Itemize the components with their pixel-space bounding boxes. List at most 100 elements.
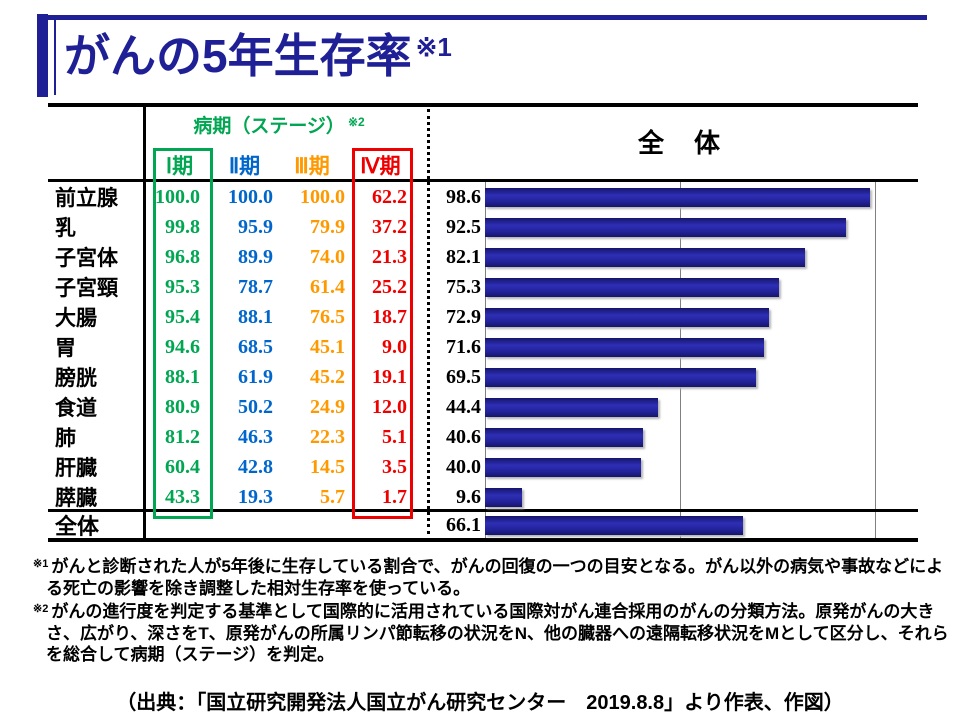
stage1-value: 99.8 — [165, 215, 200, 238]
total-separator-line — [48, 509, 918, 512]
overall-bar — [485, 187, 870, 207]
dotted-divider — [427, 109, 430, 534]
footnote-1: ※1 がんと診断された人が5年後に生存している割合で、がんの回復の一つの目安となる… — [33, 556, 951, 599]
stage3-header: Ⅲ期 — [294, 155, 330, 178]
stage4-highlight-box — [352, 148, 413, 519]
row-label: 肺 — [55, 427, 76, 450]
stage3-value: 22.3 — [310, 425, 345, 448]
stage4-header: Ⅳ期 — [360, 155, 401, 178]
survival-table: 病期（ステージ） ※2 全 体 Ⅰ期 Ⅱ期 Ⅲ期 Ⅳ期 前立腺 100.0 100… — [48, 103, 918, 542]
footnote-1-marker: ※1 — [33, 558, 49, 570]
stage4-value: 1.7 — [382, 485, 407, 508]
stage1-value: 60.4 — [165, 455, 200, 478]
overall-value: 40.6 — [446, 425, 481, 448]
overall-bar — [485, 307, 770, 327]
footnote-2: ※2 がんの進行度を判定する基準として国際的に活用されている国際対がん連合採用のが… — [33, 601, 951, 666]
gridline-0 — [485, 179, 486, 538]
row-label: 胃 — [55, 337, 76, 360]
table-row: 大腸 95.4 88.1 76.5 18.7 72.9 — [48, 302, 918, 332]
row-label: 子宮体 — [55, 247, 118, 270]
stage-group-note: ※2 — [347, 115, 365, 129]
header-underline — [48, 179, 918, 182]
overall-value: 82.1 — [446, 245, 481, 268]
bar-track — [485, 427, 875, 447]
bar-track — [485, 487, 875, 507]
bar-track — [485, 307, 875, 327]
bar-track — [485, 217, 875, 237]
overall-header: 全 体 — [637, 128, 722, 158]
bar-track — [485, 457, 875, 477]
overall-value: 40.0 — [446, 455, 481, 478]
stage1-value: 43.3 — [165, 485, 200, 508]
stage2-value: 78.7 — [238, 275, 273, 298]
overall-bar — [485, 367, 757, 387]
row-label: 前立腺 — [55, 187, 118, 210]
title-top-rule — [48, 15, 927, 20]
total-row-label: 全体 — [55, 514, 100, 539]
overall-value: 44.4 — [446, 395, 481, 418]
stage3-value: 45.2 — [310, 365, 345, 388]
bar-track — [485, 397, 875, 417]
gridline-100 — [875, 179, 876, 538]
overall-value: 69.5 — [446, 365, 481, 388]
stage3-value: 61.4 — [310, 275, 345, 298]
overall-value: 71.6 — [446, 335, 481, 358]
stage1-header: Ⅰ期 — [165, 155, 194, 178]
table-row: 肺 81.2 46.3 22.3 5.1 40.6 — [48, 422, 918, 452]
stage1-value: 95.4 — [165, 305, 200, 328]
stage3-value: 45.1 — [310, 335, 345, 358]
stage3-value: 100.0 — [300, 185, 345, 208]
table-row: 乳 99.8 95.9 79.9 37.2 92.5 — [48, 212, 918, 242]
page-title: がんの5年生存率 ※1 — [64, 20, 452, 86]
overall-bar — [485, 427, 644, 447]
stage2-value: 19.3 — [238, 485, 273, 508]
table-row: 食道 80.9 50.2 24.9 12.0 44.4 — [48, 392, 918, 422]
overall-value: 75.3 — [446, 275, 481, 298]
total-overall-bar — [485, 515, 743, 535]
stage1-value: 80.9 — [165, 395, 200, 418]
bar-track — [485, 337, 875, 357]
stage4-value: 21.3 — [372, 245, 407, 268]
overall-bar — [485, 487, 523, 507]
stage4-value: 9.0 — [382, 335, 407, 358]
stage-group-header: 病期（ステージ） ※2 — [146, 111, 412, 138]
stage3-value: 74.0 — [310, 245, 345, 268]
row-label: 大腸 — [55, 307, 97, 330]
stage4-value: 3.5 — [382, 455, 407, 478]
table-row: 肝臓 60.4 42.8 14.5 3.5 40.0 — [48, 452, 918, 482]
stage3-value: 24.9 — [310, 395, 345, 418]
row-label: 乳 — [55, 217, 76, 240]
total-row: 全体 66.1 — [48, 512, 918, 539]
row-label: 膵臓 — [55, 487, 97, 510]
overall-value: 92.5 — [446, 215, 481, 238]
table-row: 子宮頸 95.3 78.7 61.4 25.2 75.3 — [48, 272, 918, 302]
overall-bar — [485, 337, 765, 357]
stage4-value: 19.1 — [372, 365, 407, 388]
stage1-value: 88.1 — [165, 365, 200, 388]
footnote-1-text: がんと診断された人が5年後に生存している割合で、がんの回復の一つの目安となる。が… — [46, 557, 944, 598]
footnote-2-text: がんの進行度を判定する基準として国際的に活用されている国際対がん連合採用のがんの… — [46, 602, 949, 665]
table-rows: 前立腺 100.0 100.0 100.0 62.2 98.6 乳 99.8 9… — [48, 182, 918, 512]
table-row: 膀胱 88.1 61.9 45.2 19.1 69.5 — [48, 362, 918, 392]
stage3-value: 14.5 — [310, 455, 345, 478]
stage2-value: 95.9 — [238, 215, 273, 238]
overall-bar — [485, 457, 641, 477]
table-row: 膵臓 43.3 19.3 5.7 1.7 9.6 — [48, 482, 918, 512]
row-label: 膀胱 — [55, 367, 97, 390]
stage1-value: 96.8 — [165, 245, 200, 268]
source-citation: （出典：「国立研究開発法人国立がん研究センター 2019.8.8」より作表、作図… — [116, 692, 844, 714]
bar-track — [485, 515, 875, 535]
row-label: 食道 — [55, 397, 97, 420]
stage4-value: 5.1 — [382, 425, 407, 448]
stage4-value: 18.7 — [372, 305, 407, 328]
table-row: 胃 94.6 68.5 45.1 9.0 71.6 — [48, 332, 918, 362]
stage4-value: 12.0 — [372, 395, 407, 418]
bar-track — [485, 247, 875, 267]
stage1-value: 100.0 — [155, 185, 200, 208]
stage4-value: 25.2 — [372, 275, 407, 298]
stage2-value: 50.2 — [238, 395, 273, 418]
bar-track — [485, 367, 875, 387]
stage-header-row: Ⅰ期 Ⅱ期 Ⅲ期 Ⅳ期 — [48, 148, 481, 182]
table-row: 子宮体 96.8 89.9 74.0 21.3 82.1 — [48, 242, 918, 272]
stage2-value: 42.8 — [238, 455, 273, 478]
